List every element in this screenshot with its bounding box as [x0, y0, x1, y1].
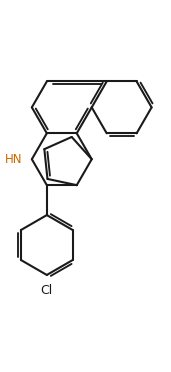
- Text: Cl: Cl: [41, 284, 53, 297]
- Text: HN: HN: [5, 153, 23, 166]
